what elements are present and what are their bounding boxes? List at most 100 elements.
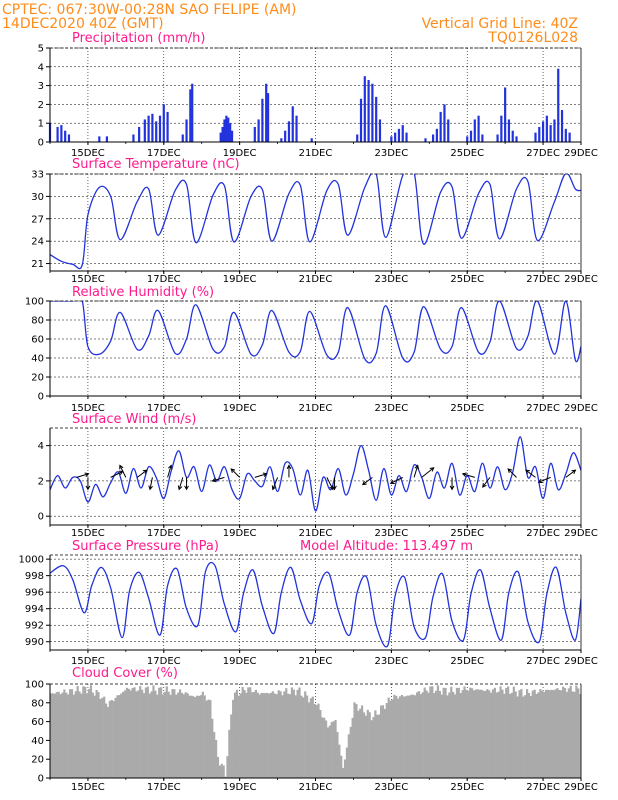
cloud-bar (137, 690, 140, 778)
cloud-bar (328, 725, 331, 778)
wind-arrow (85, 477, 91, 491)
cloud-bar (463, 686, 466, 778)
cloud-bar (294, 695, 297, 778)
precip-bar (549, 125, 552, 142)
panel-title: Precipitation (mm/h) (72, 31, 205, 46)
wind-arrowhead (361, 480, 367, 486)
cloud-bar (218, 765, 221, 778)
precip-bar (390, 136, 393, 142)
x-tick-label: 17DEC (147, 656, 181, 667)
y-tick-label: 0 (38, 774, 44, 785)
cloud-bar (139, 686, 142, 778)
cloud-bar (491, 689, 495, 778)
cloud-bar (167, 691, 170, 778)
wind-arrow-shaft (119, 465, 127, 478)
cloud-bar (203, 695, 206, 778)
cloud-bar (567, 688, 570, 778)
cloud-bar (173, 689, 176, 778)
cloud-bar (262, 692, 265, 778)
cloud-bar (50, 693, 53, 778)
wind-arrow-shaft (421, 467, 435, 478)
cloud-bar (516, 696, 519, 778)
model-altitude-label: Model Altitude: 113.497 m (300, 539, 473, 554)
cloud-bar (249, 687, 252, 778)
cloud-bar (372, 717, 375, 778)
precip-bar (511, 130, 514, 142)
precip-bar (504, 87, 507, 142)
cloud-bar (317, 703, 320, 778)
x-tick-label: 29DEC (564, 782, 598, 793)
cloud-bar (379, 705, 383, 778)
cloud-bar (150, 691, 153, 778)
wind-arrow-shaft (525, 469, 536, 478)
precip-bar (225, 115, 228, 142)
precip-bar (162, 104, 165, 142)
cloud-bar (497, 691, 500, 778)
cloud-bar (391, 699, 394, 778)
cloud-bar (51, 693, 55, 778)
cloud-bar (148, 693, 151, 778)
precip-bar (394, 132, 397, 142)
cloud-bar (178, 689, 182, 778)
wind-arrow-shaft (482, 477, 491, 488)
precip-bar (219, 132, 222, 142)
x-tick-label: 19DEC (223, 148, 257, 159)
precip-bar (229, 123, 232, 142)
cloud-bar (560, 690, 563, 778)
x-tick-label: 27DEC (526, 274, 560, 285)
cloud-bar (268, 693, 271, 778)
wind-arrowhead (262, 472, 268, 477)
cloud-bar (233, 692, 237, 778)
x-tick-label: 19DEC (223, 274, 257, 285)
precip-bar (147, 115, 150, 142)
cloud-bar (495, 692, 498, 778)
x-tick-label: 21DEC (299, 656, 333, 667)
cloud-bar (383, 708, 386, 778)
y-tick-label: 60 (31, 335, 44, 346)
cloud-bar (266, 692, 269, 778)
precip-bar (405, 132, 408, 142)
cloud-bar (440, 694, 443, 778)
cloud-bar (110, 699, 113, 778)
cloud-bar (421, 692, 424, 778)
precip-bar (221, 126, 224, 142)
cloud-bar (323, 717, 326, 778)
precip-bar (67, 134, 71, 142)
cloud-bar (306, 695, 309, 778)
precip-bar (431, 134, 435, 142)
cloud-bar (63, 689, 66, 778)
cloud-bar (395, 695, 398, 778)
cloud-bar (123, 690, 127, 778)
cloud-bar (577, 688, 580, 778)
wind-arrowhead (119, 464, 124, 470)
panel-title: Surface Temperature (nC) (72, 157, 240, 172)
cloud-bar (423, 687, 426, 778)
cloud-bar (180, 692, 184, 778)
precip-bar (469, 130, 473, 142)
cloud-bar (216, 756, 220, 778)
cloud-bar (285, 688, 288, 778)
panel-title: Relative Humidity (%) (72, 285, 214, 300)
wind-arrow-shaft (565, 469, 576, 478)
cloud-bar (368, 712, 371, 778)
cloud-bar (508, 693, 512, 778)
wind-arrowhead (429, 467, 435, 472)
wind-arrow-shaft (167, 465, 172, 478)
cloud-bar (307, 702, 311, 778)
wind-arrow-shaft (538, 476, 551, 483)
y-tick-label: 21 (31, 259, 44, 270)
cloud-bar (381, 705, 385, 778)
y-tick-label: 33 (31, 170, 44, 181)
cloud-bar (550, 689, 553, 778)
wind-arrow (421, 467, 435, 478)
cloud-bar (501, 689, 504, 778)
cloud-bar (209, 700, 212, 778)
precip-bar (265, 83, 268, 142)
panel-4: 0 2 4 15DEC 17DEC 19DEC 21DEC 23DEC 25DEC 27DEC 29… (38, 412, 598, 539)
cloud-bar (277, 690, 280, 778)
cloud-bar (288, 694, 292, 778)
cloud-bar (342, 767, 345, 778)
cloud-bar (461, 690, 464, 778)
wind-arrow (449, 477, 455, 491)
precip-bar (443, 104, 446, 142)
